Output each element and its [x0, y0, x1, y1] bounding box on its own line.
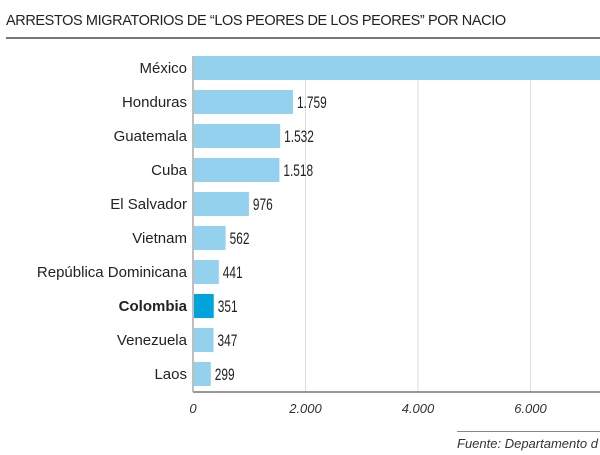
- category-label: Laos: [154, 366, 187, 383]
- bar: [194, 56, 600, 80]
- x-tick-label: 2.000: [288, 401, 322, 416]
- bar: [194, 90, 293, 114]
- category-label: República Dominicana: [37, 264, 188, 281]
- value-label: 562: [230, 230, 250, 249]
- bar: [194, 192, 249, 216]
- bar: [194, 158, 280, 182]
- value-label: 299: [215, 366, 235, 385]
- category-label: Guatemala: [114, 128, 188, 145]
- category-label: Colombia: [119, 298, 188, 315]
- bar: [194, 226, 226, 250]
- source-divider: [457, 431, 600, 432]
- title-divider: [6, 37, 600, 39]
- category-label: Cuba: [151, 162, 188, 179]
- x-tick-label: 6.000: [514, 401, 547, 416]
- source-note: Fuente: Departamento d: [457, 436, 598, 451]
- bar: [194, 260, 219, 284]
- bar: [194, 294, 214, 318]
- value-label: 1.759: [297, 94, 327, 113]
- category-label: Venezuela: [117, 332, 188, 349]
- bar: [194, 362, 211, 386]
- value-label: 351: [218, 298, 238, 317]
- category-label: El Salvador: [110, 196, 187, 213]
- bar: [194, 328, 214, 352]
- value-label: 347: [218, 332, 238, 351]
- x-tick-label: 0: [189, 401, 197, 416]
- x-tick-label: 4.000: [402, 401, 435, 416]
- chart-title: ARRESTOS MIGRATORIOS DE “LOS PEORES DE L…: [6, 13, 506, 29]
- category-label: Vietnam: [132, 230, 187, 247]
- value-label: 1.518: [283, 162, 313, 181]
- category-label: Honduras: [122, 94, 187, 111]
- category-label: México: [139, 60, 187, 77]
- bar: [194, 124, 281, 148]
- value-label: 976: [253, 196, 273, 215]
- value-label: 1.532: [284, 128, 314, 147]
- value-label: 441: [223, 264, 243, 283]
